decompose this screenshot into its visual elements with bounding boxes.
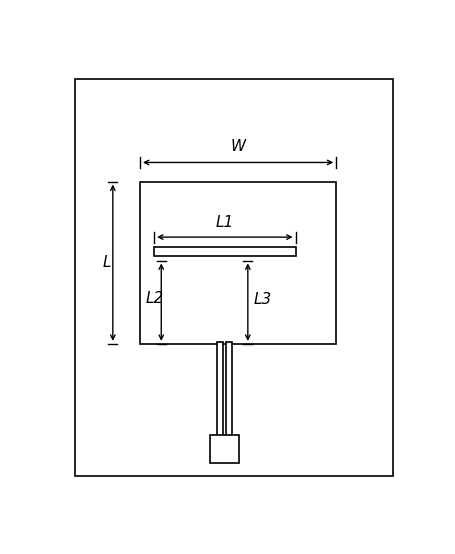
Text: L1: L1 [215,215,233,230]
Bar [225,342,232,438]
Text: L2: L2 [146,291,164,306]
Text: W: W [230,139,245,154]
Bar [216,342,222,438]
Bar [154,247,295,257]
Text: L: L [102,255,111,270]
Bar [210,435,238,463]
Text: L3: L3 [253,293,271,307]
Bar [140,182,335,343]
